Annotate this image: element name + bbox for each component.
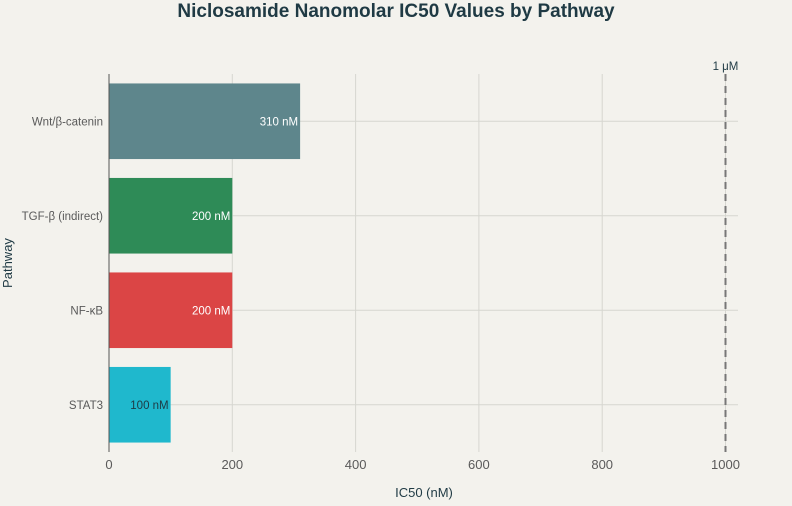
bar	[109, 83, 301, 160]
x-tick-label: 1000	[711, 457, 740, 472]
data-label: 200 nM	[192, 211, 230, 223]
category-label: STAT3	[69, 400, 103, 412]
bar	[109, 366, 171, 443]
data-label: 200 nM	[192, 305, 230, 317]
x-tick-label: 0	[105, 457, 112, 472]
x-axis: 0 200 400 600 800 1000	[105, 457, 740, 472]
y-axis-title: Pathway	[0, 238, 15, 288]
bar-group: 310 nM 200 nM 200 nM 100 nM	[109, 83, 301, 443]
reference-line-label: 1 μM	[713, 61, 739, 73]
category-label: NF-κB	[70, 305, 103, 317]
y-axis: Wnt/β-catenin TGF-β (indirect) NF-κB STAT3	[22, 74, 110, 452]
x-tick-label: 600	[468, 457, 490, 472]
x-tick-label: 800	[591, 457, 613, 472]
category-label: Wnt/β-catenin	[32, 116, 103, 128]
bar	[109, 177, 233, 254]
chart-title: Niclosamide Nanomolar IC50 Values by Pat…	[177, 1, 615, 22]
reference-line-group: 1 μM	[713, 61, 739, 452]
x-tick-label: 200	[221, 457, 243, 472]
data-label: 310 nM	[260, 116, 298, 128]
x-tick-label: 400	[345, 457, 367, 472]
data-label: 100 nM	[130, 400, 168, 412]
bar	[109, 272, 233, 349]
category-label: TGF-β (indirect)	[22, 211, 104, 223]
x-axis-title: IC50 (nM)	[395, 485, 453, 500]
